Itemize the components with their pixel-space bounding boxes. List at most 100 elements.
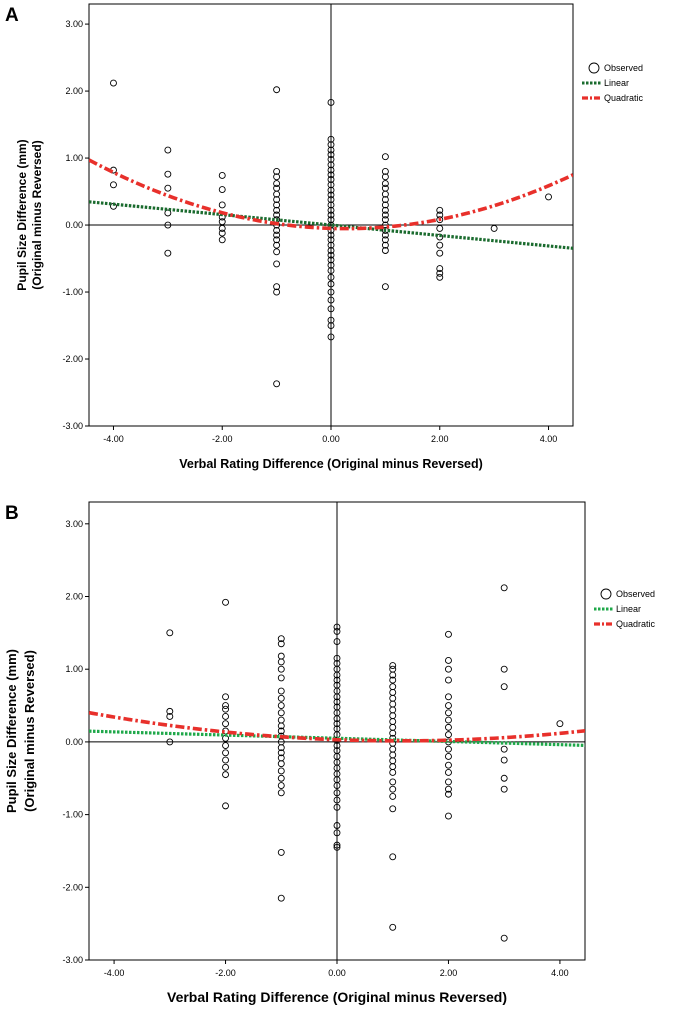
observed-point [327, 161, 335, 169]
observed-point [277, 789, 285, 797]
observed-point [218, 201, 226, 209]
observed-point [327, 201, 335, 209]
observed-point [381, 196, 389, 204]
observed-point [327, 141, 335, 149]
observed-point [277, 722, 285, 730]
observed-point [436, 216, 444, 224]
observed-point [500, 934, 508, 942]
observed-point [327, 296, 335, 304]
observed-point [490, 224, 498, 232]
observed-point [389, 700, 397, 708]
chart-panel-a: A -3.00 -2.00 -1.00 0.00 1.00 2.00 3.00 -4.00 -2.… [5, 3, 644, 471]
y-tick-label: 1.00 [65, 664, 83, 674]
legend-observed-label: Observed [604, 63, 643, 73]
observed-point [110, 181, 117, 189]
observed-point [436, 241, 444, 249]
observed-point [273, 201, 281, 209]
observed-point [273, 211, 281, 219]
observed-point [327, 241, 335, 249]
observed-point [218, 229, 226, 237]
observed-point [389, 729, 397, 737]
observed-point [333, 789, 341, 797]
observed-point [277, 658, 285, 666]
observed-point [389, 683, 397, 691]
observed-point [389, 751, 397, 759]
observed-point [327, 146, 335, 154]
observed-point [277, 702, 285, 710]
observed-point [445, 702, 452, 710]
observed-point [327, 247, 335, 254]
y-tick-label: 2.00 [65, 86, 83, 96]
observed-point [277, 848, 285, 856]
x-tick-label: -2.00 [212, 434, 233, 444]
observed-point [327, 288, 335, 296]
y-tick-label: -2.00 [62, 882, 83, 892]
observed-point [545, 193, 552, 201]
y-axis-title-line1: Pupil Size Difference (mm) [4, 649, 19, 813]
chart-panel-b: B -3.00 -2.00 -1.00 0.00 1.00 2.00 3.00 -4.00 -2.… [4, 501, 656, 1005]
observed-point [333, 638, 341, 646]
observed-point [164, 249, 172, 257]
observed-point [445, 752, 452, 760]
observed-point [445, 745, 452, 753]
observed-point [277, 727, 285, 735]
observed-point [327, 251, 335, 259]
observed-point [333, 720, 341, 728]
observed-point [381, 168, 389, 175]
observed-point [164, 170, 172, 178]
observed-point [277, 687, 285, 695]
observed-point [166, 707, 174, 715]
observed-point [381, 283, 389, 291]
observed-point [327, 99, 335, 106]
observed-point [327, 171, 335, 179]
observed-point [333, 623, 341, 631]
observed-point [277, 709, 285, 717]
observed-point [273, 248, 281, 256]
observed-point [222, 693, 229, 701]
observed-point [222, 771, 229, 779]
observed-point [389, 785, 397, 793]
legend: Observed Linear Quadratic [582, 62, 644, 103]
observed-point [218, 218, 226, 226]
linear-fit-line [89, 200, 573, 250]
observed-point [327, 186, 335, 194]
observed-point [327, 267, 335, 275]
x-axis-title: Verbal Rating Difference (Original minus… [167, 989, 507, 1005]
observed-point [389, 706, 397, 714]
observed-point [327, 236, 335, 244]
observed-point [166, 713, 174, 720]
observed-point [381, 206, 389, 214]
observed-point [445, 676, 452, 684]
observed-point [110, 79, 117, 87]
observed-point [166, 629, 174, 637]
observed-point [222, 702, 229, 710]
observed-point [436, 224, 444, 232]
observed-point [327, 333, 335, 341]
observed-point [327, 181, 335, 189]
quadratic-fit-curve [89, 158, 573, 231]
observed-point [277, 782, 285, 789]
panel-letter: B [5, 503, 19, 524]
x-tick-label: 2.00 [440, 968, 458, 978]
legend-quadratic-label: Quadratic [604, 93, 644, 103]
observed-point [277, 767, 285, 775]
observed-point [218, 186, 226, 193]
observed-point [389, 778, 397, 786]
observed-point [333, 715, 341, 723]
observed-point [445, 731, 452, 739]
observed-point [273, 86, 281, 94]
observed-point [327, 256, 335, 264]
observed-point [164, 221, 172, 229]
observed-point [389, 689, 397, 696]
legend-observed-marker [600, 588, 612, 600]
observed-point [381, 247, 389, 254]
observed-point [327, 135, 335, 143]
observed-point [166, 738, 174, 746]
observed-point [222, 598, 229, 606]
observed-point [445, 785, 452, 793]
observed-point [333, 843, 341, 851]
observed-point [389, 671, 397, 679]
legend-linear-label: Linear [604, 78, 629, 88]
observed-point [445, 693, 452, 701]
observed-point [445, 778, 452, 786]
